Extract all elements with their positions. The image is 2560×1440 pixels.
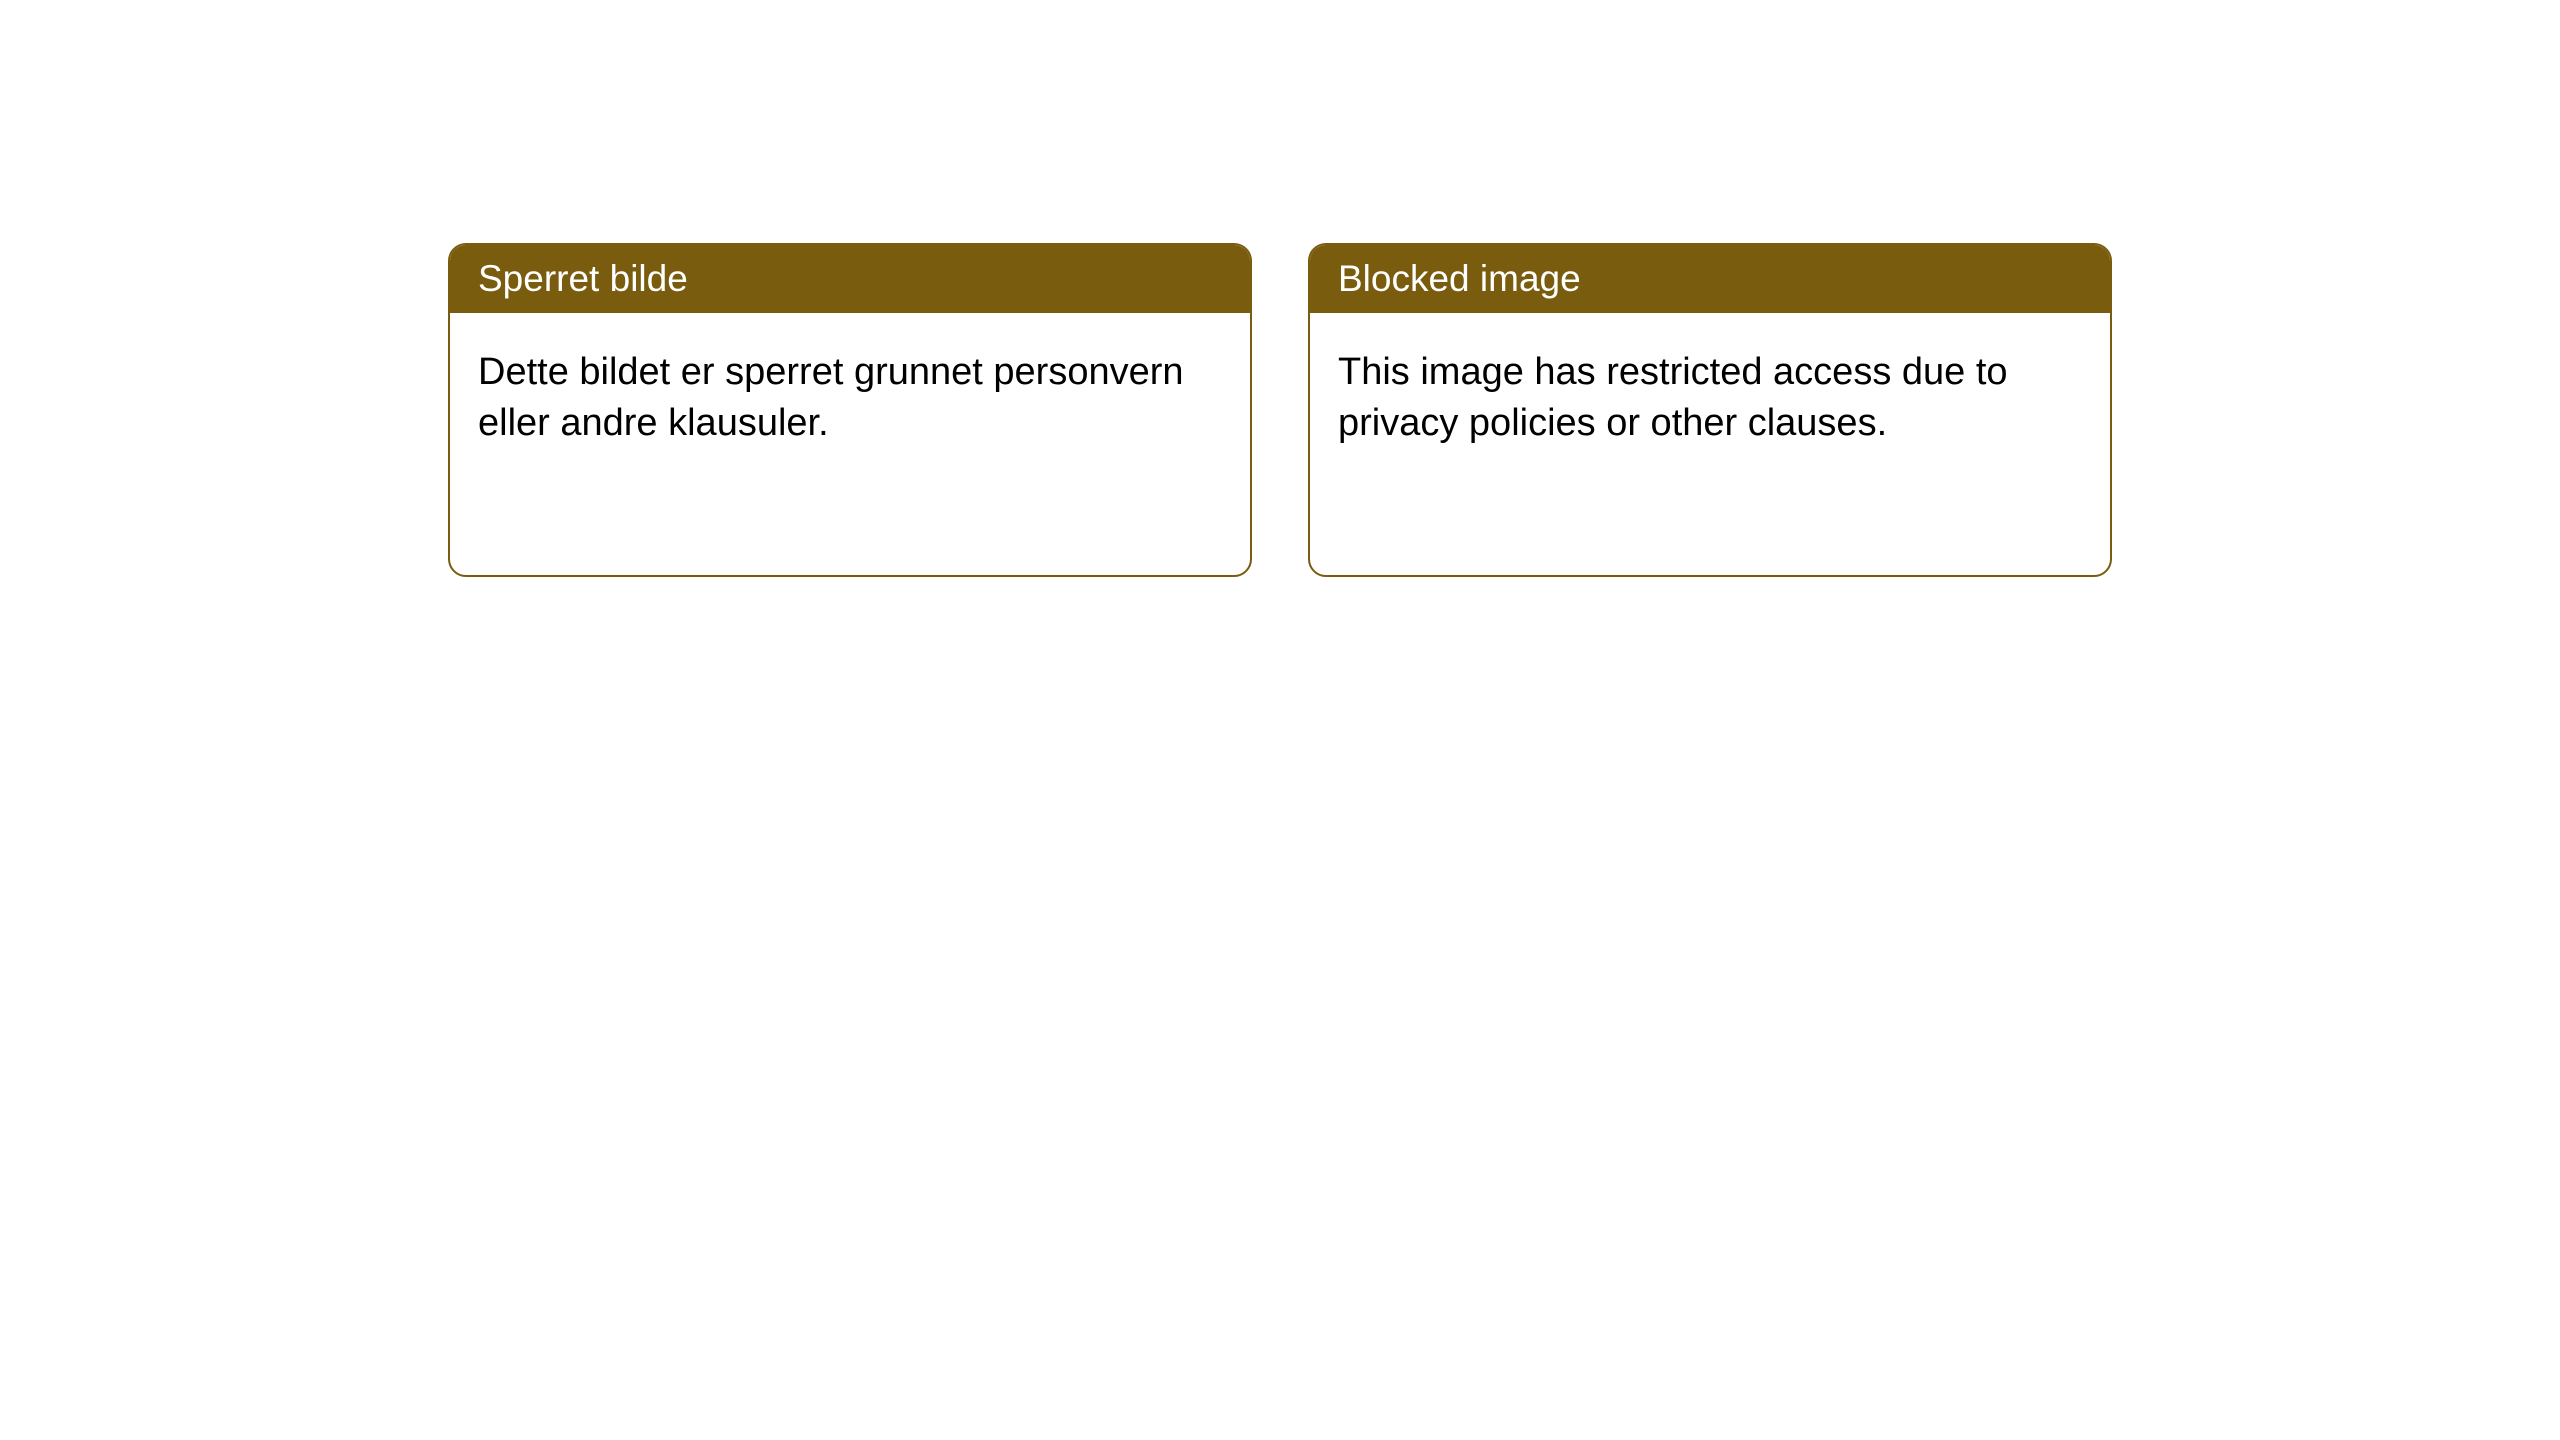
cards-container: Sperret bilde Dette bildet er sperret gr… <box>0 0 2560 577</box>
card-body-no: Dette bildet er sperret grunnet personve… <box>450 313 1250 484</box>
card-header-no: Sperret bilde <box>450 245 1250 313</box>
card-body-en: This image has restricted access due to … <box>1310 313 2110 484</box>
card-header-en: Blocked image <box>1310 245 2110 313</box>
blocked-image-card-en: Blocked image This image has restricted … <box>1308 243 2112 577</box>
blocked-image-card-no: Sperret bilde Dette bildet er sperret gr… <box>448 243 1252 577</box>
